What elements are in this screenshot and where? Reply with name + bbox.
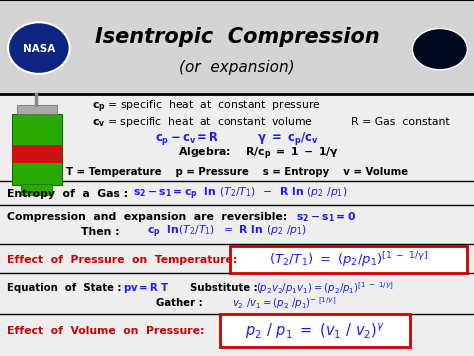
Text: $\mathbf{c_p}$ = specific  heat  at  constant  pressure: $\mathbf{c_p}$ = specific heat at consta… (92, 99, 321, 115)
Bar (21, 184, 52, 195)
Text: T = Temperature    p = Pressure    s = Entropy    v = Volume: T = Temperature p = Pressure s = Entropy… (66, 167, 408, 177)
Bar (12, 114, 62, 185)
Text: $(T_2/T_1)\ =\ (p_2/p_1)^{[1\ -\ 1/\gamma]}$: $(T_2/T_1)\ =\ (p_2/p_1)^{[1\ -\ 1/\gamm… (269, 250, 428, 269)
Text: Entropy  of  a  Gas :: Entropy of a Gas : (7, 189, 128, 199)
Text: Equation  of  State :: Equation of State : (7, 283, 122, 293)
Text: Compression  and  expansion  are  reversible:: Compression and expansion are reversible… (7, 212, 287, 222)
Text: Effect  of  Volume  on  Pressure:: Effect of Volume on Pressure: (7, 326, 205, 336)
Bar (0, 94, 474, 356)
Text: R = Gas  constant: R = Gas constant (351, 117, 449, 127)
Text: Isentropic  Compression: Isentropic Compression (95, 27, 379, 47)
Text: NASA: NASA (23, 44, 55, 54)
Text: $v_2\ /v_1 = (p_2\ /p_1)^{-\ [1/\gamma]}$: $v_2\ /v_1 = (p_2\ /p_1)^{-\ [1/\gamma]}… (232, 295, 337, 311)
Text: Algebra:    $\mathbf{R / c_p\ =\ 1\ -\ 1/\gamma}$: Algebra: $\mathbf{R / c_p\ =\ 1\ -\ 1/\g… (178, 146, 339, 162)
Text: $\mathbf{pv = R\ T}$: $\mathbf{pv = R\ T}$ (123, 281, 170, 295)
Ellipse shape (8, 22, 70, 74)
Text: $\mathbf{c_p - c_v = R}$          $\mathbf{\gamma\ =\ c_p/c_v}$: $\mathbf{c_p - c_v = R}$ $\mathbf{\gamma… (155, 130, 319, 147)
Circle shape (412, 28, 467, 70)
Bar (0, 0, 474, 94)
Text: $\mathbf{s_2 - s_1 = c_p}$  ln $(T_2/T_1)$  $-$  R ln $(p_2\ /p_1)$: $\mathbf{s_2 - s_1 = c_p}$ ln $(T_2/T_1)… (133, 186, 347, 202)
Text: Substitute :: Substitute : (190, 283, 257, 293)
FancyBboxPatch shape (220, 314, 410, 347)
Text: $(p_2v_2/p_1v_1) = (p_2/p_1)^{[1\ -\ 1/\gamma]}$: $(p_2v_2/p_1v_1) = (p_2/p_1)^{[1\ -\ 1/\… (256, 281, 393, 296)
FancyBboxPatch shape (230, 246, 467, 273)
Text: Gather :: Gather : (156, 298, 203, 308)
Text: Then :: Then : (81, 227, 119, 237)
Bar (12, 145, 62, 163)
Text: $p_2\ /\ p_1\ =\ (v_1\ /\ v_2)^{\gamma}$: $p_2\ /\ p_1\ =\ (v_1\ /\ v_2)^{\gamma}$ (245, 321, 385, 341)
Text: (or  expansion): (or expansion) (179, 60, 295, 75)
Text: $\mathbf{c_p}$  ln$(T_2/T_1)$  $=$ R ln $(p_2\ /p_1)$: $\mathbf{c_p}$ ln$(T_2/T_1)$ $=$ R ln $(… (147, 224, 307, 240)
Text: $\mathbf{s_2 - s_1 = 0}$: $\mathbf{s_2 - s_1 = 0}$ (296, 210, 356, 224)
Text: $\mathbf{c_v}$ = specific  heat  at  constant  volume: $\mathbf{c_v}$ = specific heat at consta… (92, 115, 313, 129)
Text: Effect  of  Pressure  on  Temperature:: Effect of Pressure on Temperature: (7, 255, 237, 265)
Bar (17, 105, 57, 114)
